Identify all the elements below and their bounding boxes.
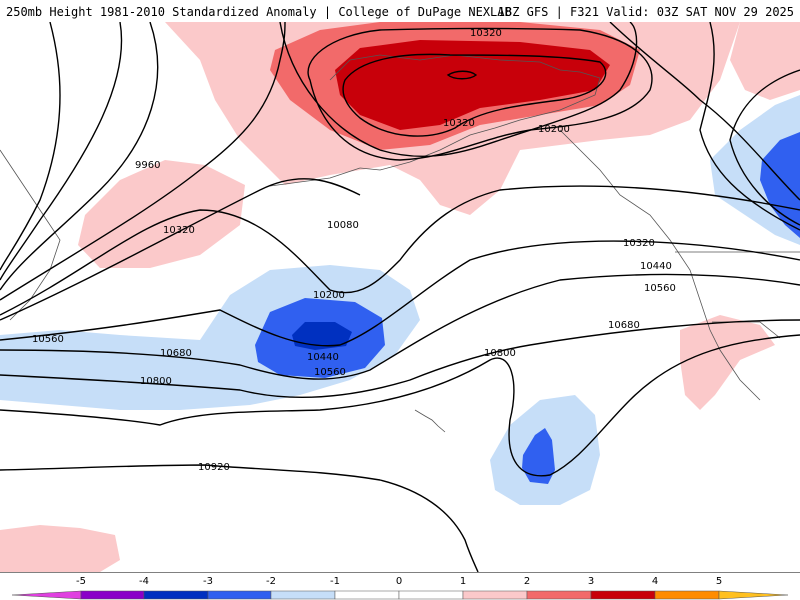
coastlines xyxy=(0,54,800,433)
map-title: 250mb Height 1981-2010 Standardized Anom… xyxy=(6,5,512,19)
swatch-plus4 xyxy=(654,590,720,600)
contour-line xyxy=(0,334,800,477)
hawaii-islands xyxy=(414,409,446,433)
contour-label: 10680 xyxy=(160,348,192,359)
contour-line xyxy=(609,22,800,201)
canada-coast xyxy=(559,129,761,401)
swatch-zero-high xyxy=(398,590,464,600)
anomaly-map: 10320 10320 10200 9960 10080 10320 10200… xyxy=(0,22,800,572)
contour-label: 10800 xyxy=(140,376,172,387)
contour-line xyxy=(0,22,286,301)
contour-line xyxy=(0,178,361,321)
contour-label: 10200 xyxy=(313,290,345,301)
positive-anomaly-1-bottomleft xyxy=(0,525,120,572)
swatch-zero-low xyxy=(334,590,400,600)
colorbar-tick: -1 xyxy=(330,576,340,587)
contour-label: 10440 xyxy=(307,352,339,363)
contour-label: 10320 xyxy=(163,225,195,236)
contour-label: 10080 xyxy=(327,220,359,231)
positive-anomaly-1-topright xyxy=(730,22,800,100)
contour-label: 10200 xyxy=(538,124,570,135)
height-contours xyxy=(0,22,800,572)
colorbar-tick: 4 xyxy=(652,576,658,587)
colorbar-tick: -3 xyxy=(203,576,213,587)
contour-line xyxy=(446,70,478,80)
model-run-info: 18Z GFS | F321 Valid: 03Z SAT NOV 29 202… xyxy=(497,5,794,19)
colorbar-tick: -5 xyxy=(76,576,86,587)
anomaly-colorbar: -5 -4 -3 -2 -1 0 1 2 3 4 5 xyxy=(0,572,800,600)
swatch-minus4 xyxy=(80,590,145,600)
swatch-plus3 xyxy=(590,590,656,600)
contour-line xyxy=(0,22,61,271)
contour-line xyxy=(0,464,479,572)
contour-line xyxy=(0,319,800,399)
contour-label: 10920 xyxy=(198,462,230,473)
swatch-minus3 xyxy=(143,590,209,600)
asia-coast xyxy=(0,149,61,321)
colorbar-ticks: -5 -4 -3 -2 -1 0 1 2 3 4 5 xyxy=(76,576,722,587)
contour-label: 10560 xyxy=(32,334,64,345)
colorbar-tick: -2 xyxy=(266,576,276,587)
negative-anomaly-2-southeast xyxy=(522,428,555,484)
contour-label: 10320 xyxy=(443,118,475,129)
contour-line xyxy=(729,69,800,226)
swatch-plus5 xyxy=(718,590,789,600)
contour-label: 10560 xyxy=(644,283,676,294)
swatch-plus1 xyxy=(462,590,528,600)
alaska-coast xyxy=(329,54,601,171)
colorbar-tick: -4 xyxy=(139,576,149,587)
contour-line xyxy=(342,53,607,137)
colorbar-tick: 5 xyxy=(716,576,722,587)
positive-anomaly-1-baja xyxy=(680,315,775,410)
colorbar-swatches xyxy=(11,590,789,600)
negative-anomaly-2-east xyxy=(760,132,800,238)
contour-label: 10320 xyxy=(470,28,502,39)
contour-labels: 10320 10320 10200 9960 10080 10320 10200… xyxy=(32,28,676,473)
contour-line xyxy=(0,22,123,281)
negative-anomaly-3 xyxy=(292,322,352,350)
contour-line xyxy=(0,22,159,291)
contour-label: 10560 xyxy=(314,367,346,378)
colorbar-tick: 3 xyxy=(588,576,594,587)
contour-label: 10440 xyxy=(640,261,672,272)
colorbar-tick: 1 xyxy=(460,576,466,587)
swatch-minus1 xyxy=(270,590,336,600)
contour-label: 10680 xyxy=(608,320,640,331)
contour-line xyxy=(0,273,800,380)
contour-label: 9960 xyxy=(135,160,160,171)
contour-line xyxy=(279,22,638,157)
contour-line xyxy=(307,27,653,161)
anomaly-shading xyxy=(0,22,800,572)
map-header: 250mb Height 1981-2010 Standardized Anom… xyxy=(0,0,800,22)
colorbar-tick: 0 xyxy=(396,576,402,587)
swatch-minus2 xyxy=(207,590,272,600)
contour-label: 10320 xyxy=(623,238,655,249)
contour-line xyxy=(0,185,800,316)
positive-anomaly-1-pacific xyxy=(78,160,245,268)
contour-line xyxy=(0,240,800,347)
swatch-minus5 xyxy=(11,590,82,600)
colorbar-tick: 2 xyxy=(524,576,530,587)
swatch-plus2 xyxy=(526,590,592,600)
contour-label: 10800 xyxy=(484,348,516,359)
contour-line xyxy=(699,22,800,231)
